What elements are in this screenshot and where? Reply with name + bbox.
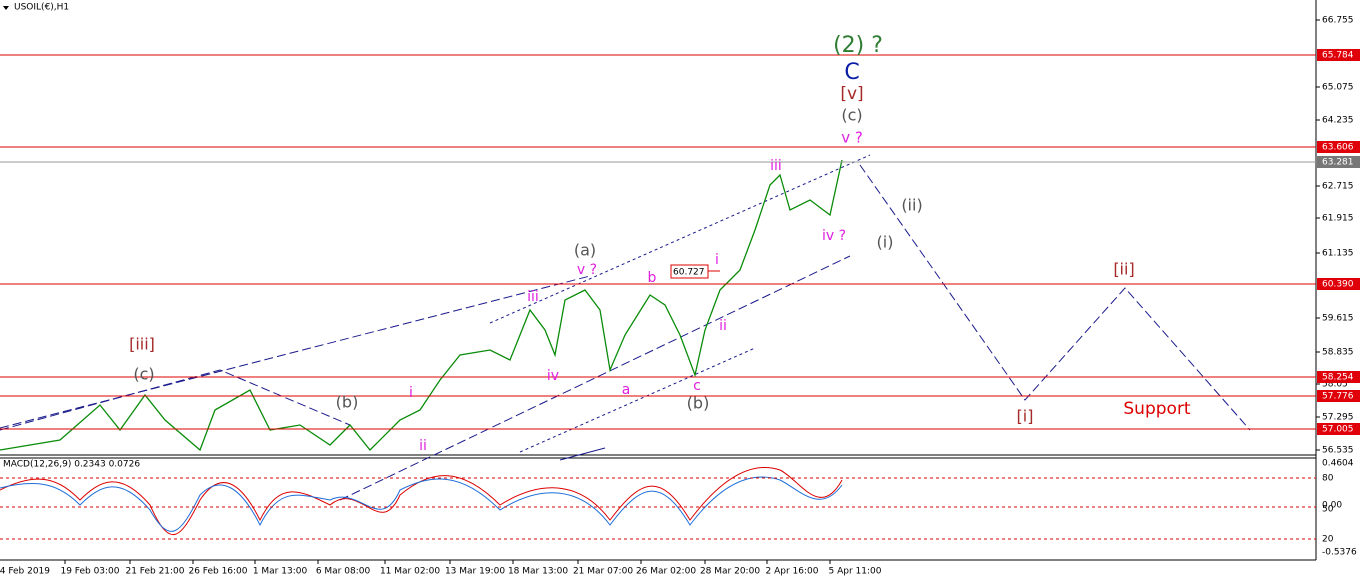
wave-label: [v]: [840, 84, 863, 104]
wave-label: i: [715, 252, 719, 268]
wave-label: c: [693, 378, 701, 394]
wave-label: [i]: [1017, 407, 1034, 426]
level-tag: [1317, 49, 1360, 61]
wave-label: (c): [133, 365, 154, 384]
level-label: 60.390: [1322, 280, 1354, 290]
level-label: 57.776: [1322, 392, 1354, 402]
level-tag: [1317, 390, 1360, 402]
wave-label: (b): [336, 393, 359, 412]
macd-main: [0, 476, 843, 532]
time-label: 26 Feb 16:00: [188, 567, 247, 577]
time-label: 14 Feb 2019: [0, 567, 50, 577]
wave-label: (ii): [901, 196, 922, 215]
wave-label: iv ?: [822, 228, 846, 244]
price-label: 65.075: [1322, 83, 1354, 93]
time-label: 2 Apr 16:00: [766, 567, 819, 577]
wave-label: Support: [1123, 399, 1191, 419]
symbol-label: USOIL(€),H1: [14, 3, 69, 13]
price-label: 61.915: [1322, 214, 1354, 224]
macd-axis-label: 50: [1322, 505, 1334, 515]
macd-axis-label: 0.00: [1322, 501, 1342, 511]
time-label: 18 Mar 13:00: [508, 567, 568, 577]
level-label: 63.281: [1322, 158, 1354, 168]
price-label: 58.05: [1322, 380, 1348, 390]
price-label: 59.615: [1322, 314, 1354, 324]
wave-label: [ii]: [1113, 260, 1134, 279]
wave-label: ii: [719, 318, 727, 334]
wave-label: a: [622, 382, 631, 398]
wave-label: v ?: [577, 262, 597, 278]
macd-axis-label: 80: [1322, 474, 1334, 484]
level-tag: [1317, 141, 1360, 153]
time-label: 5 Apr 11:00: [829, 567, 882, 577]
price-label: 66.755: [1322, 16, 1354, 26]
macd-signal: [0, 466, 843, 536]
wave-label: iv: [547, 368, 559, 384]
macd-label: MACD(12,26,9) 0.2343 0.0726: [3, 460, 140, 470]
level-label: 63.606: [1322, 143, 1354, 153]
level-label: 57.005: [1322, 425, 1354, 435]
wave-label: iii: [527, 289, 539, 305]
time-label: 21 Mar 07:00: [573, 567, 633, 577]
wave-label: i: [409, 385, 413, 401]
wave-label: [iii]: [129, 335, 155, 354]
wave-label: (a): [574, 241, 596, 260]
price-label: 58.835: [1322, 348, 1354, 358]
price-label: 57.295: [1322, 413, 1354, 423]
level-tag: [1317, 278, 1360, 290]
time-label: 21 Feb 21:00: [125, 567, 184, 577]
boxed-price-label: 60.727: [673, 268, 705, 278]
time-label: 13 Mar 19:00: [445, 567, 505, 577]
level-tag: [1317, 156, 1360, 168]
menu-arrow[interactable]: [3, 6, 9, 10]
wave-label: ii: [419, 438, 427, 454]
time-label: 11 Mar 02:00: [380, 567, 440, 577]
wave-label: C: [844, 60, 859, 85]
level-label: 58.254: [1322, 373, 1354, 383]
wave-label: b: [648, 270, 657, 286]
price-candles: [0, 159, 843, 452]
time-label: 6 Mar 08:00: [316, 567, 371, 577]
wave-label: v ?: [841, 129, 863, 147]
time-label: 19 Feb 03:00: [60, 567, 119, 577]
wave-label: iii: [770, 158, 782, 174]
price-label: 56.535: [1322, 446, 1354, 456]
level-label: 65.784: [1322, 51, 1354, 61]
wave-label: (c): [841, 106, 862, 125]
price-label: 62.715: [1322, 182, 1354, 192]
trend-lines: [0, 154, 1251, 501]
time-label: 28 Mar 20:00: [700, 567, 760, 577]
price-label: 64.235: [1322, 116, 1354, 126]
level-tag: [1317, 371, 1360, 383]
macd-axis-label: 0.4604: [1322, 459, 1354, 469]
wave-label: (b): [687, 394, 710, 413]
price-label: 61.135: [1322, 249, 1354, 259]
wave-label: (2) ?: [833, 33, 883, 58]
macd-axis-label: -0.5376: [1322, 548, 1357, 558]
time-label: 26 Mar 02:00: [636, 567, 696, 577]
macd-axis-label: 20: [1322, 535, 1334, 545]
level-tag: [1317, 423, 1360, 435]
time-label: 1 Mar 13:00: [253, 567, 308, 577]
wave-label: (i): [877, 233, 894, 252]
